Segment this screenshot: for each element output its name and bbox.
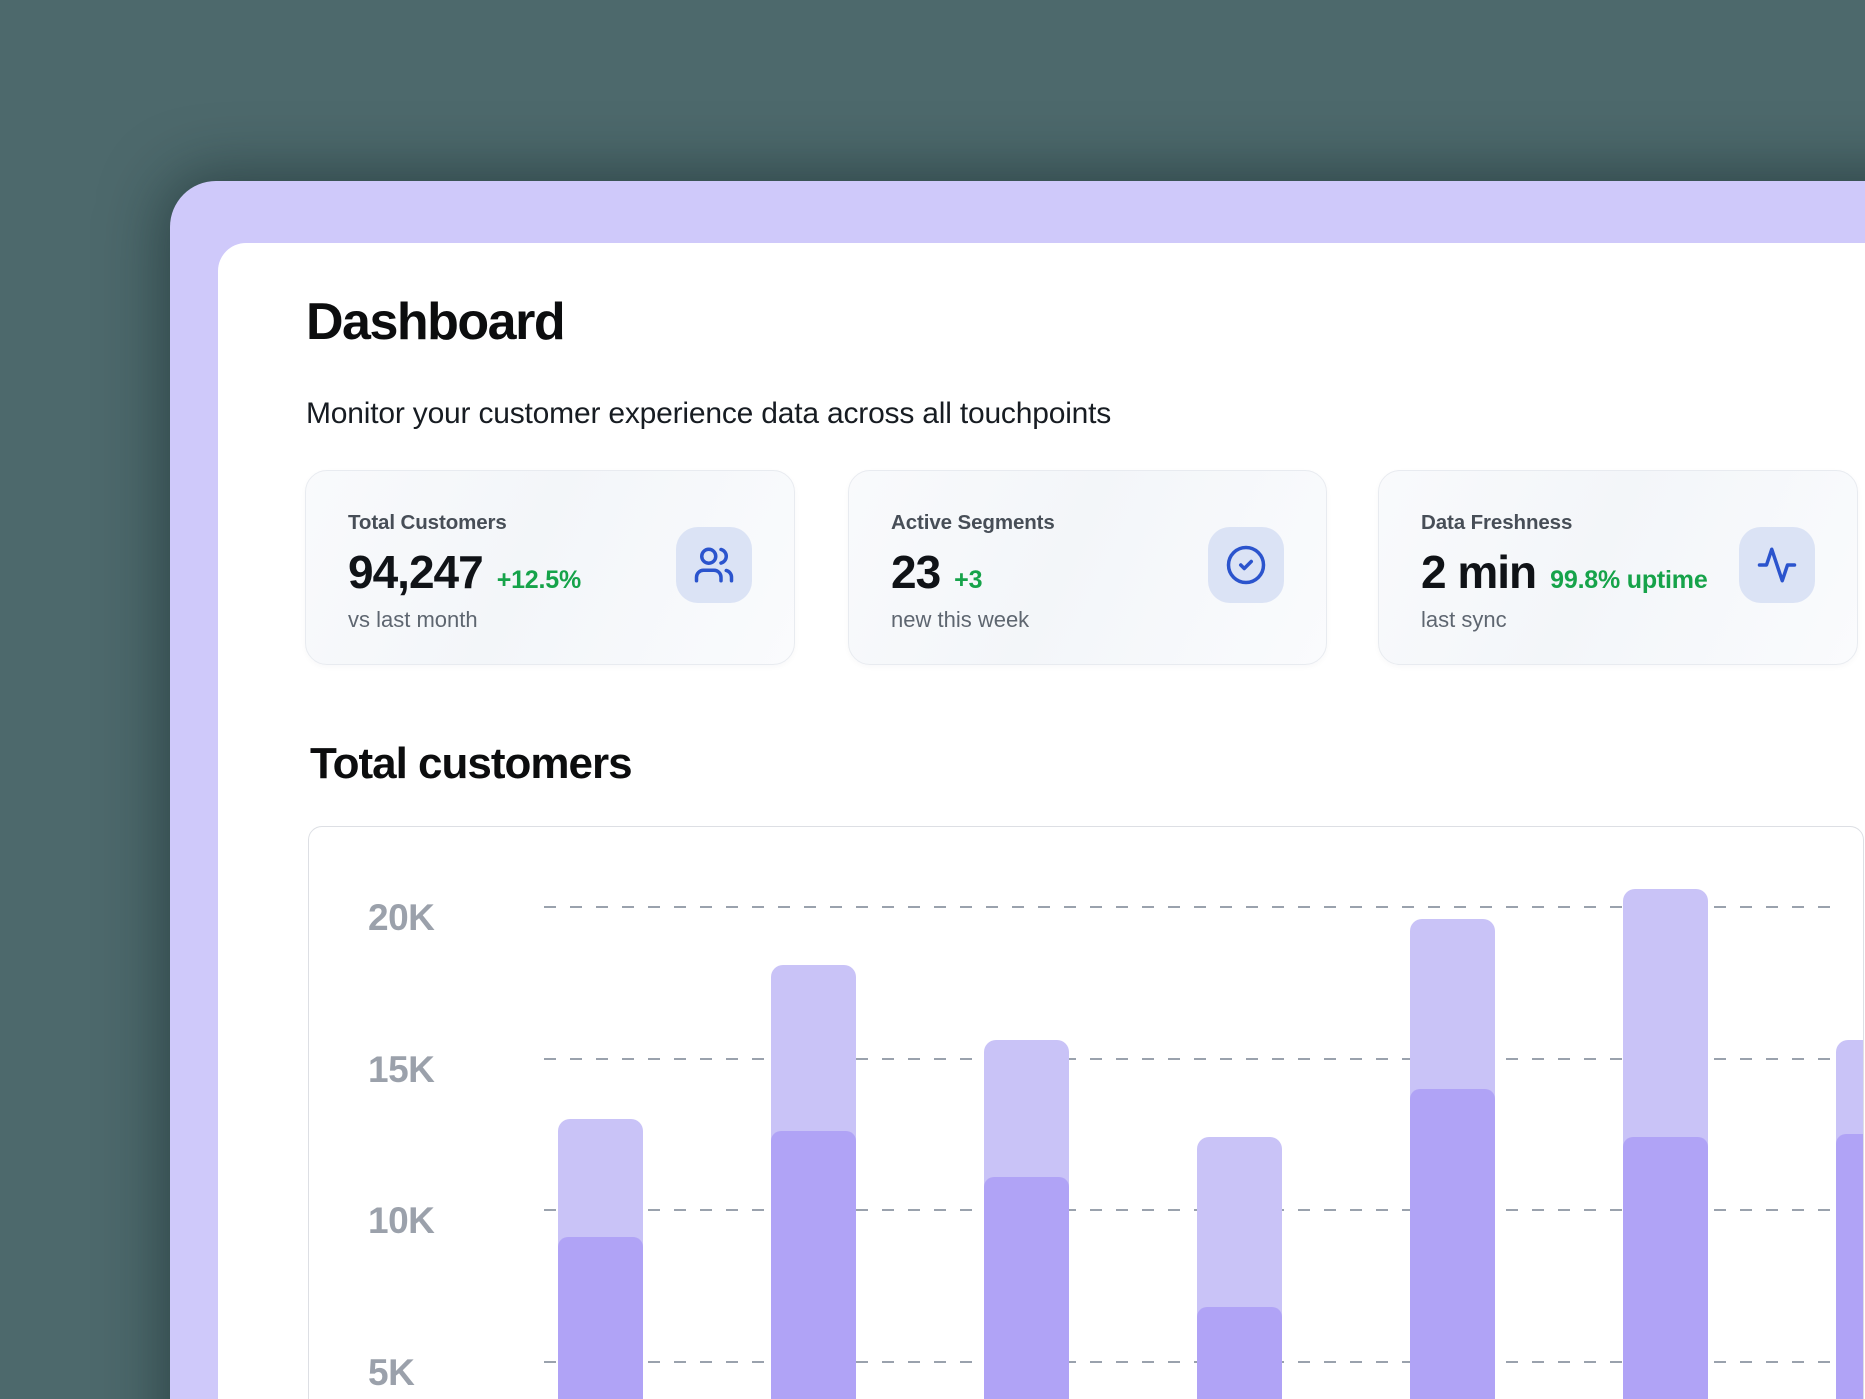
stat-card-data-freshness[interactable]: Data Freshness 2 min 99.8% uptime last s… (1378, 470, 1858, 665)
chart-plot: 20K 15K 10K 5K (309, 827, 1863, 1399)
stat-value: 2 min (1421, 546, 1537, 598)
bar-lower-segment[interactable] (1197, 1306, 1282, 1399)
bar-lower-segment[interactable] (1836, 1134, 1863, 1399)
page-title: Dashboard (306, 293, 566, 351)
stat-subtext: vs last month (348, 607, 478, 632)
stat-label: Data Freshness (1421, 511, 1573, 534)
gridline-10K (544, 1209, 1841, 1211)
stat-subtext: new this week (891, 607, 1030, 632)
total-customers-chart: 20K 15K 10K 5K (308, 826, 1864, 1399)
stat-delta: +3 (954, 566, 983, 594)
bar-lower-segment[interactable] (771, 1131, 856, 1399)
y-axis-tick-label: 10K (368, 1200, 435, 1241)
stat-delta: 99.8% uptime (1550, 566, 1708, 594)
bar-lower-segment[interactable] (1410, 1088, 1495, 1399)
bar-lower-segment[interactable] (558, 1237, 643, 1399)
gridline-15K (544, 1057, 1841, 1060)
stat-value: 23 (891, 546, 941, 598)
y-axis-tick-label: 5K (368, 1351, 415, 1393)
stat-card-active-segments[interactable]: Active Segments 23 +3 new this week (848, 470, 1327, 665)
page-subtitle: Monitor your customer experience data ac… (306, 397, 1112, 430)
circle-check-icon (1208, 527, 1284, 603)
activity-icon (1739, 527, 1815, 603)
users-icon (676, 527, 752, 603)
bar-lower-segment[interactable] (1623, 1137, 1708, 1399)
y-axis-tick-label: 20K (368, 897, 435, 938)
gridline-20K (544, 906, 1841, 908)
section-title: Total customers (310, 739, 633, 788)
stat-label: Active Segments (891, 511, 1055, 534)
stat-delta: +12.5% (496, 566, 581, 594)
stat-card-total-customers[interactable]: Total Customers 94,247 +12.5% vs last mo… (305, 470, 795, 665)
y-axis-tick-label: 15K (368, 1048, 435, 1090)
stat-value: 94,247 (348, 546, 484, 598)
bar-lower-segment[interactable] (984, 1176, 1069, 1399)
stat-label: Total Customers (348, 511, 507, 534)
stat-subtext: last sync (1421, 607, 1507, 632)
gridline-5K (544, 1360, 1841, 1363)
